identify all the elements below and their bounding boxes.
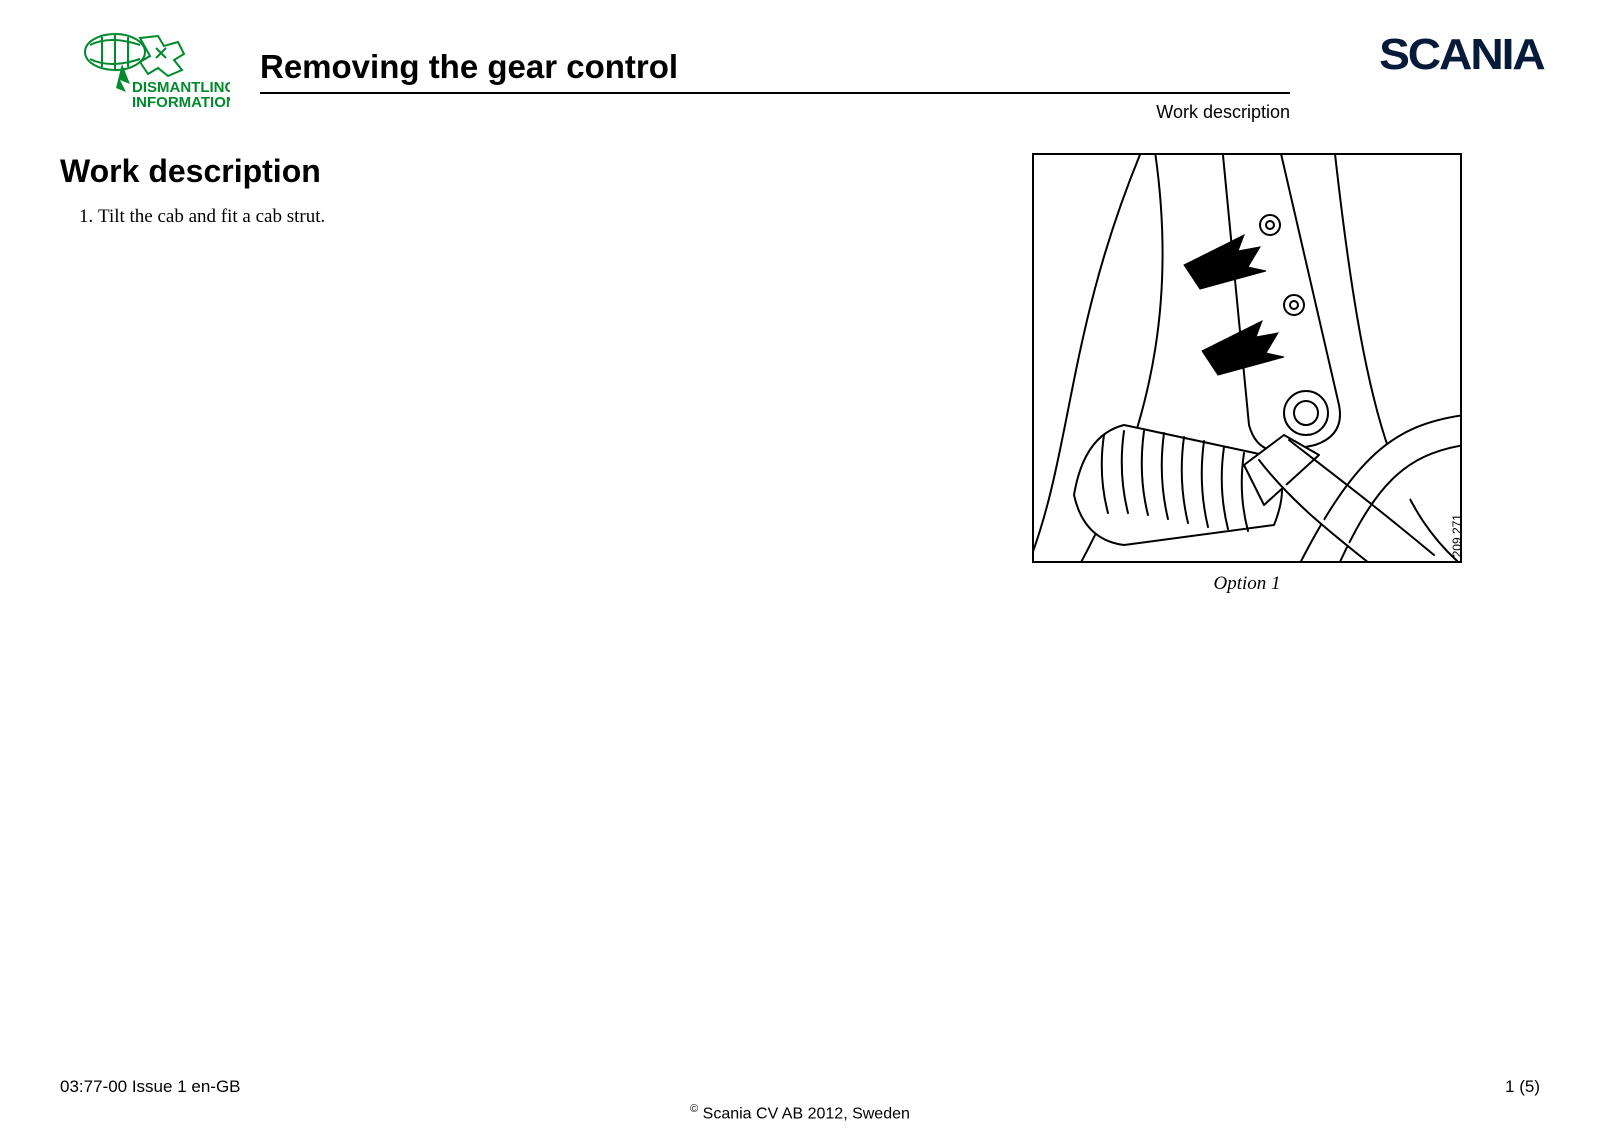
footer-left: 03:77-00 Issue 1 en-GB bbox=[60, 1077, 241, 1097]
figure: 209 271 bbox=[1032, 153, 1462, 563]
footer-center-text: Scania CV AB 2012, Sweden bbox=[698, 1105, 910, 1122]
dismantling-logo: DISMANTLING INFORMATION bbox=[60, 30, 230, 110]
svg-text:INFORMATION: INFORMATION bbox=[132, 94, 230, 110]
figure-illustration bbox=[1034, 155, 1462, 563]
body-columns: Work description Tilt the cab and fit a … bbox=[60, 153, 1540, 595]
header-row: DISMANTLING INFORMATION Removing the gea… bbox=[60, 30, 1540, 123]
footer: 03:77-00 Issue 1 en-GB 1 (5) bbox=[60, 1077, 1540, 1097]
footer-right: 1 (5) bbox=[1505, 1077, 1540, 1097]
scania-logo: SCANIA bbox=[1320, 30, 1540, 80]
figure-caption: Option 1 bbox=[1213, 573, 1280, 595]
right-column: 209 271 Option 1 bbox=[914, 153, 1580, 595]
page-title: Removing the gear control bbox=[260, 48, 1290, 92]
title-block: Removing the gear control Work descripti… bbox=[260, 30, 1290, 123]
section-heading: Work description bbox=[60, 153, 874, 190]
header-subtext: Work description bbox=[260, 102, 1290, 123]
steps-list: Tilt the cab and fit a cab strut. bbox=[98, 206, 874, 228]
step-item: Tilt the cab and fit a cab strut. bbox=[98, 206, 874, 228]
left-column: Work description Tilt the cab and fit a … bbox=[60, 153, 874, 236]
scania-wordmark: SCANIA bbox=[1379, 30, 1544, 80]
footer-center: © Scania CV AB 2012, Sweden bbox=[0, 1103, 1600, 1123]
page: DISMANTLING INFORMATION Removing the gea… bbox=[0, 0, 1600, 1131]
title-rule bbox=[260, 92, 1290, 94]
copyright-symbol: © bbox=[690, 1103, 698, 1115]
